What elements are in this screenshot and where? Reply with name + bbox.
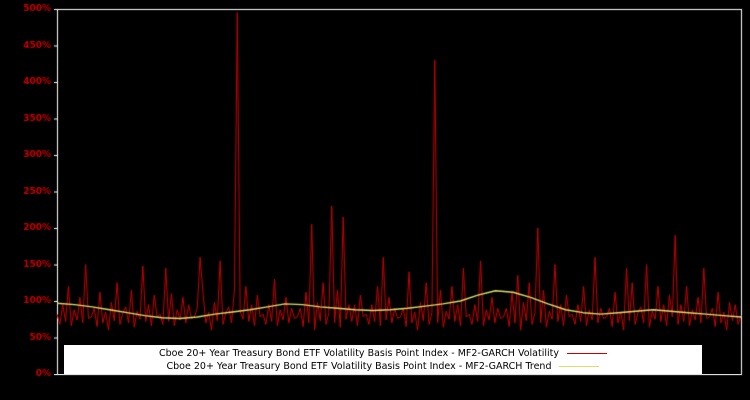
legend-line-volatility-icon: [566, 352, 607, 354]
legend-row-volatility: Cboe 20+ Year Treasury Bond ETF Volatili…: [70, 347, 696, 359]
chart-legend: Cboe 20+ Year Treasury Bond ETF Volatili…: [64, 345, 702, 374]
legend-line-trend-icon: [559, 365, 600, 367]
legend-label-trend: Cboe 20+ Year Treasury Bond ETF Volatili…: [166, 360, 552, 372]
legend-row-trend: Cboe 20+ Year Treasury Bond ETF Volatili…: [70, 360, 696, 372]
legend-label-volatility: Cboe 20+ Year Treasury Bond ETF Volatili…: [159, 347, 559, 359]
